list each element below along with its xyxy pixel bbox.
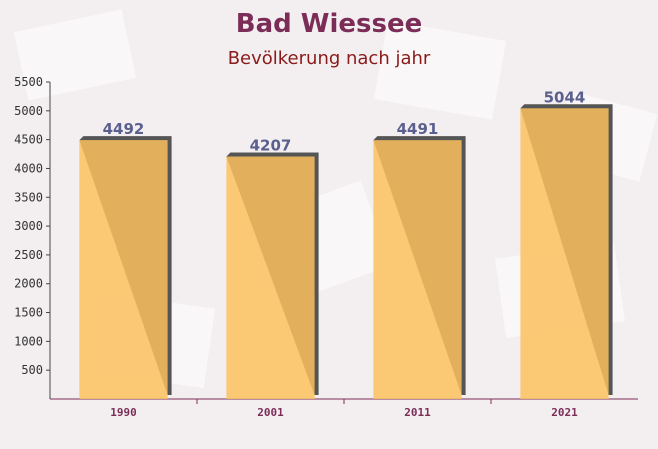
chart-subtitle: Bevölkerung nach jahr [228,48,431,69]
y-tick-label: 3500 [14,190,43,204]
y-tick-label: 2000 [14,277,43,291]
bar [520,108,609,400]
chart-title: Bad Wiessee [236,9,422,39]
x-tick-label: 2011 [404,406,431,419]
bar [226,156,315,399]
x-tick-label: 1990 [110,406,137,419]
value-label: 4491 [397,120,439,138]
y-tick-label: 500 [21,363,43,377]
bar [79,140,168,399]
y-tick-label: 4500 [14,133,43,147]
bar [373,140,462,399]
y-tick-label: 1000 [14,334,43,348]
y-tick-label: 3000 [14,219,43,233]
y-tick-label: 1500 [14,306,43,320]
value-label: 5044 [544,88,586,106]
y-tick-label: 2500 [14,248,43,262]
y-tick-label: 5500 [14,75,43,89]
y-tick-label: 4000 [14,161,43,175]
y-tick-label: 5000 [14,104,43,118]
value-label: 4207 [250,137,292,155]
value-label: 4492 [103,120,145,138]
x-tick-label: 2021 [551,406,578,419]
x-tick-label: 2001 [257,406,284,419]
